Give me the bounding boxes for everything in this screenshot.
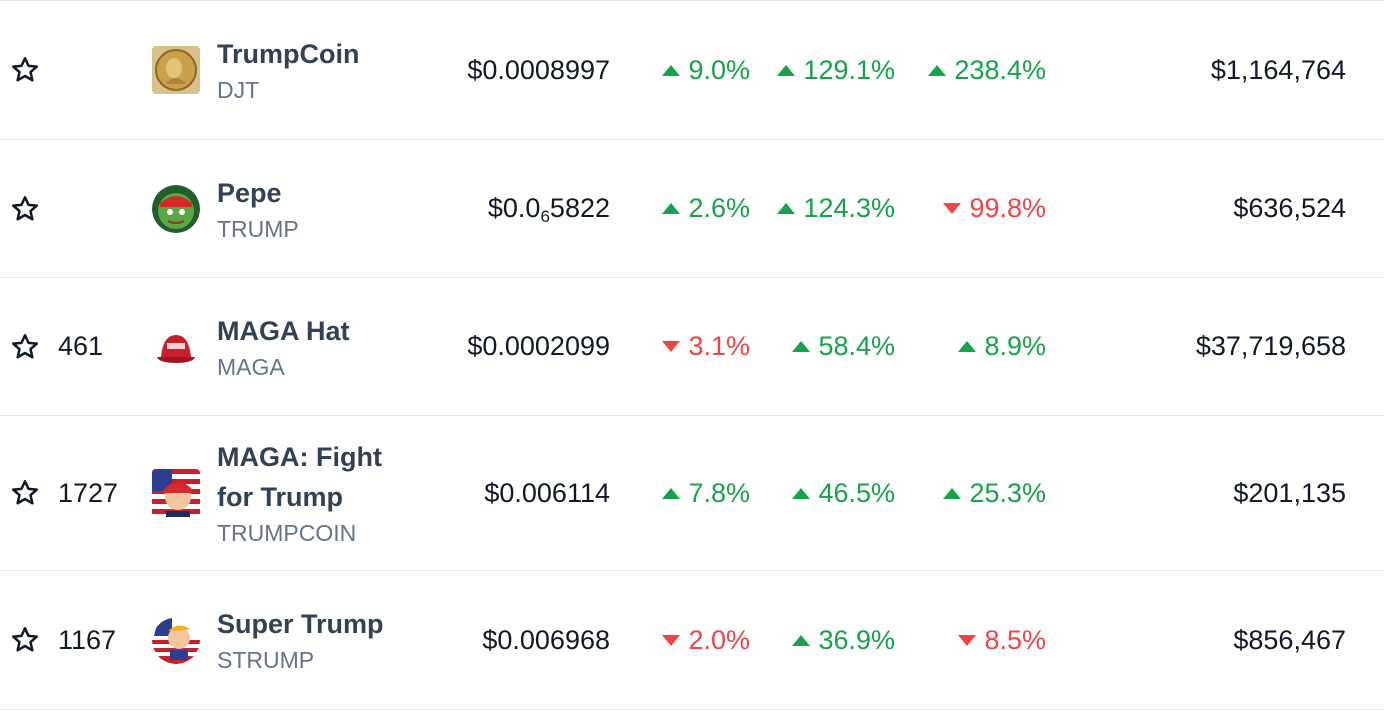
coin-name-cell[interactable]: Super Trump STRUMP [217,571,417,709]
change-24h: 124.3% [760,140,895,277]
caret-up-icon [928,64,947,76]
table-row[interactable]: 1167 Super Trump STRUMP $0.006968 2.0% 3… [0,571,1384,710]
price: $0.0008997 [467,54,610,85]
caret-up-icon [943,487,962,499]
coin-name-cell[interactable]: MAGA Hat MAGA [217,278,417,415]
table-row[interactable]: 1727 MAGA: Fight for Trump TRUMPCOIN $0.… [0,416,1384,571]
coin-name[interactable]: MAGA: Fight [217,442,382,472]
star-icon [12,57,38,82]
caret-down-icon [662,634,681,646]
rank [58,140,138,277]
red-maga-hat-icon [152,322,200,371]
star-icon [12,333,38,358]
favorite-star-button[interactable] [10,571,42,709]
change-7d: 99.8% [905,140,1046,277]
star-icon [12,627,38,652]
rank [58,1,138,139]
rank: 1167 [58,624,117,655]
coin-logo[interactable] [152,278,202,415]
caret-up-icon [777,64,796,76]
super-trump-round-icon [152,616,200,664]
coin-logo[interactable] [152,571,202,709]
caret-up-icon [662,203,681,214]
pepe-frog-red-cap-icon [152,184,200,233]
caret-up-icon [662,64,681,76]
change-7d: 238.4% [905,1,1046,139]
volume-24h: $1,164,764 [1210,54,1346,85]
change-1h: 7.8% [620,416,750,570]
change-1h: 2.6% [620,140,750,277]
coin-name[interactable]: Super Trump [217,609,384,639]
coin-logo[interactable] [152,140,202,277]
caret-down-icon [958,634,977,646]
price: $0.006968 [482,624,610,655]
favorite-star-button[interactable] [10,416,42,570]
volume-24h: $37,719,658 [1195,331,1346,361]
price: $0.0002099 [467,331,610,361]
change-24h: 129.1% [760,1,895,139]
caret-down-icon [662,341,681,352]
favorite-star-button[interactable] [10,140,42,277]
rank: 461 [58,331,104,361]
coin-name-cell[interactable]: MAGA: Fight for Trump TRUMPCOIN [217,416,417,570]
caret-up-icon [792,487,811,499]
coin-name[interactable]: for Trump [217,482,343,512]
volume-24h: $201,135 [1233,477,1346,508]
coin-symbol: STRUMP [217,647,315,673]
coin-symbol: TRUMPCOIN [217,520,357,546]
table-row[interactable]: TrumpCoin DJT $0.0008997 9.0% 129.1% 238… [0,1,1384,140]
change-7d: 25.3% [905,416,1046,570]
price: $0.0 6 5822 [487,193,610,226]
coin-symbol: MAGA [217,353,285,380]
star-icon [12,195,38,220]
coin-name[interactable]: TrumpCoin [217,39,360,69]
coin-name-cell[interactable]: TrumpCoin DJT [217,1,417,139]
rank: 1727 [58,477,119,508]
caret-down-icon [943,203,962,214]
change-7d: 8.9% [905,278,1046,415]
change-1h: 9.0% [620,1,750,139]
coin-name[interactable]: MAGA Hat [217,315,350,346]
coin-symbol: DJT [217,77,260,103]
coin-name[interactable]: Pepe [217,177,282,208]
caret-up-icon [662,487,681,499]
coin-logo[interactable] [152,416,202,570]
change-24h: 58.4% [760,278,895,415]
gold-coin-portrait-icon [152,46,200,94]
caret-up-icon [958,341,977,352]
change-7d: 8.5% [905,571,1046,709]
volume-24h: $636,524 [1233,193,1346,223]
change-24h: 46.5% [760,416,895,570]
table-row[interactable]: 461 MAGA Hat MAGA $0.0002099 3.1% 58.4% … [0,278,1384,416]
cartoon-trump-flag-icon [152,469,200,517]
favorite-star-button[interactable] [10,1,42,139]
coin-name-cell[interactable]: Pepe TRUMP [217,140,417,277]
coin-symbol: TRUMP [217,215,299,242]
coin-logo[interactable] [152,1,202,139]
favorite-star-button[interactable] [10,278,42,415]
volume-24h: $856,467 [1233,624,1346,655]
change-1h: 3.1% [620,278,750,415]
caret-up-icon [777,203,796,214]
caret-up-icon [792,341,811,352]
change-24h: 36.9% [760,571,895,709]
table-row[interactable]: Pepe TRUMP $0.0 6 5822 2.6% 124.3% 99.8% $… [0,140,1384,278]
price: $0.006114 [484,477,610,508]
star-icon [12,480,38,505]
caret-up-icon [792,634,811,646]
change-1h: 2.0% [620,571,750,709]
